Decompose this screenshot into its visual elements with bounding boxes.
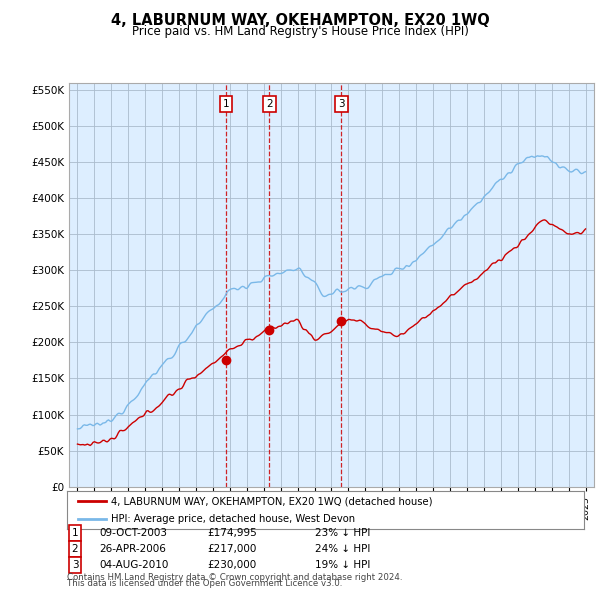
Text: This data is licensed under the Open Government Licence v3.0.: This data is licensed under the Open Gov… — [67, 579, 343, 588]
Text: 1: 1 — [71, 528, 79, 537]
Text: 3: 3 — [71, 560, 79, 569]
Text: 09-OCT-2003: 09-OCT-2003 — [99, 528, 167, 537]
Text: 4, LABURNUM WAY, OKEHAMPTON, EX20 1WQ: 4, LABURNUM WAY, OKEHAMPTON, EX20 1WQ — [110, 13, 490, 28]
Text: 3: 3 — [338, 99, 345, 109]
Text: Price paid vs. HM Land Registry's House Price Index (HPI): Price paid vs. HM Land Registry's House … — [131, 25, 469, 38]
Text: 23% ↓ HPI: 23% ↓ HPI — [315, 528, 370, 537]
Text: 2: 2 — [266, 99, 272, 109]
Text: 04-AUG-2010: 04-AUG-2010 — [99, 560, 169, 569]
Text: Contains HM Land Registry data © Crown copyright and database right 2024.: Contains HM Land Registry data © Crown c… — [67, 573, 403, 582]
Text: 1: 1 — [223, 99, 229, 109]
Text: 2: 2 — [71, 544, 79, 553]
Text: £174,995: £174,995 — [207, 528, 257, 537]
Text: HPI: Average price, detached house, West Devon: HPI: Average price, detached house, West… — [111, 514, 355, 524]
Text: 26-APR-2006: 26-APR-2006 — [99, 544, 166, 553]
Text: 19% ↓ HPI: 19% ↓ HPI — [315, 560, 370, 569]
Text: £230,000: £230,000 — [207, 560, 256, 569]
Text: £217,000: £217,000 — [207, 544, 256, 553]
Text: 4, LABURNUM WAY, OKEHAMPTON, EX20 1WQ (detached house): 4, LABURNUM WAY, OKEHAMPTON, EX20 1WQ (d… — [111, 496, 433, 506]
Text: 24% ↓ HPI: 24% ↓ HPI — [315, 544, 370, 553]
